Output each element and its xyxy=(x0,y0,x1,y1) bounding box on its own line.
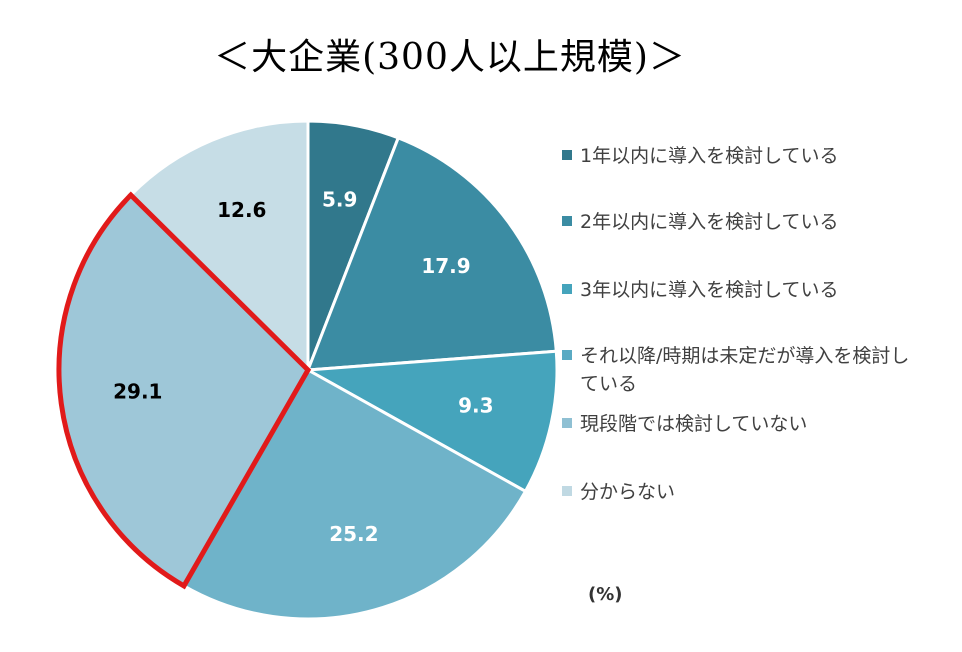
data-label-not-considering: 29.1 xyxy=(113,380,162,404)
legend-item-3yr: 3年以内に導入を検討している xyxy=(562,276,920,304)
legend-label: 1年以内に導入を検討している xyxy=(580,145,839,167)
legend-swatch xyxy=(562,486,572,496)
pie-slice-3yr xyxy=(302,349,559,494)
legend-swatch xyxy=(562,418,572,428)
legend-item-1yr: 1年以内に導入を検討している xyxy=(562,142,920,170)
legend-label: 2年以内に導入を検討している xyxy=(580,211,839,233)
legend-label: 3年以内に導入を検討している xyxy=(580,279,839,301)
data-label-later: 25.2 xyxy=(329,522,378,546)
data-label-unknown: 12.6 xyxy=(217,198,266,222)
legend-item-2yr: 2年以内に導入を検討している xyxy=(562,208,920,236)
legend-swatch xyxy=(562,150,572,160)
legend-item-later: それ以降/時期は未定だが導入を検討している xyxy=(562,342,920,398)
unit-label: (%) xyxy=(588,584,623,605)
legend-item-unknown: 分からない xyxy=(562,478,920,506)
data-label-1yr: 5.9 xyxy=(322,188,357,212)
data-label-3yr: 9.3 xyxy=(458,394,493,418)
legend-swatch xyxy=(562,284,572,294)
legend-label: それ以降/時期は未定だが導入を検討している xyxy=(580,345,910,395)
legend-swatch xyxy=(562,216,572,226)
data-label-2yr: 17.9 xyxy=(421,254,470,278)
pie-slice-2yr xyxy=(305,135,558,372)
legend-label: 分からない xyxy=(580,481,676,503)
legend-swatch xyxy=(562,350,572,360)
pie-slice-later xyxy=(181,367,528,621)
legend-item-not-considering: 現段階では検討していない xyxy=(562,410,920,438)
legend-label: 現段階では検討していない xyxy=(580,413,808,435)
highlight-outline xyxy=(56,191,312,590)
pie-slice-unknown xyxy=(128,119,310,374)
chart-title: ＜大企業(300人以上規模)＞ xyxy=(214,37,686,78)
